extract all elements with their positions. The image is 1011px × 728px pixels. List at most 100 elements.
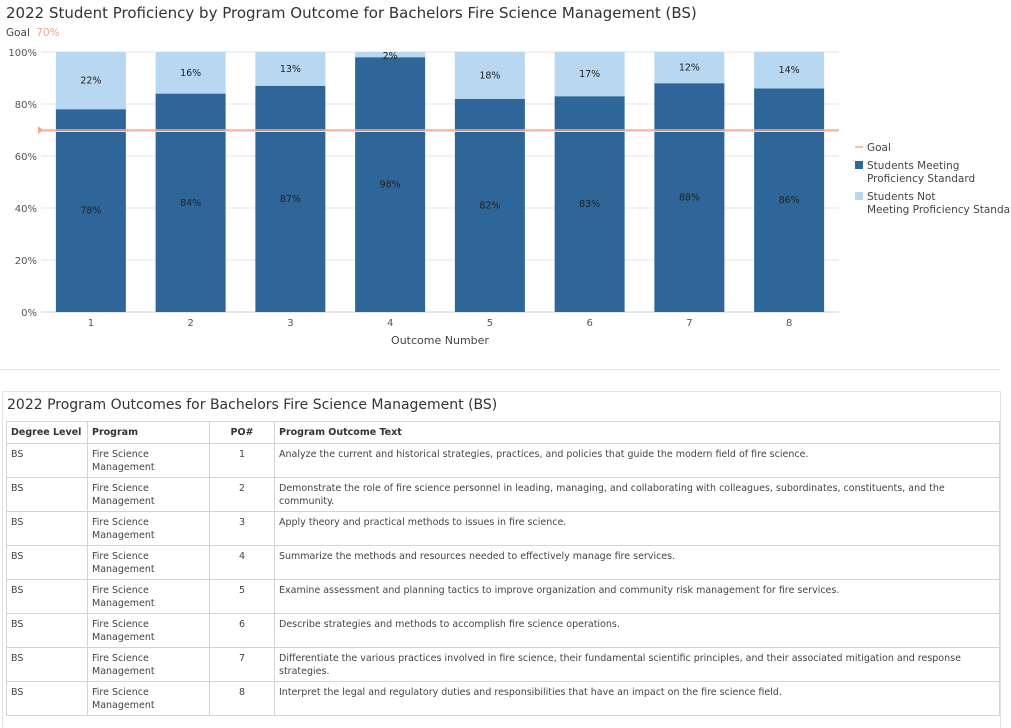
y-tick-label: 80%: [15, 100, 37, 111]
data-label-not-meeting: 22%: [80, 76, 101, 87]
bar-not-meeting: [454, 52, 525, 99]
bar-meeting: [55, 109, 126, 312]
bar-not-meeting: [654, 52, 725, 84]
bar-not-meeting: [355, 52, 426, 58]
cell-degree-level: BS: [6, 443, 88, 478]
table-row: BS Fire Science Management 1 Analyze the cu…: [6, 443, 1000, 478]
cell-program: Fire Science Management: [87, 681, 210, 716]
cell-program: Fire Science Management: [87, 545, 210, 580]
bar-meeting: [554, 96, 625, 312]
header-program[interactable]: Program: [87, 421, 210, 444]
cell-degree-level: BS: [6, 613, 88, 648]
y-tick-label: 0%: [21, 308, 37, 319]
cell-program: Fire Science Management: [87, 579, 210, 614]
outcomes-table-panel: 2022 Program Outcomes for Bachelors Fire…: [2, 391, 1001, 728]
bar-not-meeting: [554, 52, 625, 97]
data-label-meeting: 78%: [80, 206, 101, 217]
table-row: BS Fire Science Management 5 Examine assess…: [6, 579, 1000, 614]
table-row: BS Fire Science Management 8 Interpret the …: [6, 681, 1000, 716]
data-label-meeting: 86%: [779, 195, 800, 206]
cell-outcome-text: Apply theory and practical methods to is…: [274, 511, 1000, 546]
y-tick-label: 20%: [15, 256, 37, 267]
cell-po-number: 2: [209, 477, 275, 512]
cell-po-number: 5: [209, 579, 275, 614]
data-label-not-meeting: 18%: [479, 70, 500, 81]
cell-program: Fire Science Management: [87, 443, 210, 478]
data-label-not-meeting: 16%: [180, 68, 201, 79]
data-label-not-meeting: 17%: [579, 69, 600, 80]
header-po-number[interactable]: PO#: [209, 421, 275, 444]
legend-goal-label: Goal: [867, 142, 891, 154]
bar-meeting: [255, 85, 326, 312]
data-label-meeting: 88%: [679, 193, 700, 204]
cell-program: Fire Science Management: [87, 613, 210, 648]
bar-not-meeting: [155, 52, 226, 94]
section-divider: [0, 369, 1000, 370]
data-label-meeting: 82%: [479, 200, 500, 211]
cell-outcome-text: Differentiate the various practices invo…: [274, 647, 1000, 682]
goal-summary-label: Goal: [6, 27, 30, 39]
cell-program: Fire Science Management: [87, 477, 210, 512]
x-axis-label: Outcome Number: [391, 334, 489, 347]
table-row: BS Fire Science Management 6 Describe strat…: [6, 613, 1000, 648]
cell-outcome-text: Analyze the current and historical strat…: [274, 443, 1000, 478]
cell-outcome-text: Summarize the methods and resources need…: [274, 545, 1000, 580]
chart-title: 2022 Student Proficiency by Program Outc…: [6, 4, 697, 22]
data-label-not-meeting: 2%: [383, 51, 398, 62]
data-label-meeting: 84%: [180, 198, 201, 209]
data-label-meeting: 98%: [380, 180, 401, 191]
x-tick-label: 3: [287, 318, 293, 329]
bar-meeting: [754, 88, 825, 313]
data-label-meeting: 87%: [280, 194, 301, 205]
cell-po-number: 3: [209, 511, 275, 546]
table-row: BS Fire Science Management 3 Apply theory a…: [6, 511, 1000, 546]
legend-meeting-label-line1: Students Meeting: [867, 160, 959, 172]
cell-outcome-text: Interpret the legal and regulatory dutie…: [274, 681, 1000, 716]
cell-program: Fire Science Management: [87, 511, 210, 546]
cell-degree-level: BS: [6, 681, 88, 716]
x-tick-label: 4: [387, 318, 393, 329]
x-tick-label: 5: [487, 318, 493, 329]
data-label-meeting: 83%: [579, 199, 600, 210]
goal-marker-icon: [38, 126, 43, 134]
legend-not-meeting-label-line2: Meeting Proficiency Standard: [867, 204, 1011, 216]
outcomes-table: Degree Level Program PO# Program Outcome…: [6, 421, 1000, 716]
header-outcome-text[interactable]: Program Outcome Text: [274, 421, 1000, 444]
x-tick-label: 6: [586, 318, 592, 329]
cell-po-number: 1: [209, 443, 275, 478]
table-header-row: Degree Level Program PO# Program Outcome…: [6, 421, 1000, 444]
bar-not-meeting: [55, 52, 126, 110]
cell-degree-level: BS: [6, 477, 88, 512]
legend-meeting-label-line2: Proficiency Standard: [867, 173, 975, 185]
bar-meeting: [454, 98, 525, 312]
y-tick-label: 100%: [8, 48, 37, 59]
bar-meeting: [654, 83, 725, 312]
goal-summary: Goal 70%: [6, 27, 60, 39]
table-row: BS Fire Science Management 2 Demonstrate th…: [6, 477, 1000, 512]
cell-po-number: 6: [209, 613, 275, 648]
y-tick-label: 40%: [15, 204, 37, 215]
bar-not-meeting: [754, 52, 825, 89]
x-tick-label: 7: [686, 318, 692, 329]
table-row: BS Fire Science Management 7 Differentiate …: [6, 647, 1000, 682]
cell-degree-level: BS: [6, 545, 88, 580]
cell-outcome-text: Describe strategies and methods to accom…: [274, 613, 1000, 648]
cell-degree-level: BS: [6, 579, 88, 614]
table-row: BS Fire Science Management 4 Summarize the …: [6, 545, 1000, 580]
data-label-not-meeting: 12%: [679, 63, 700, 74]
cell-po-number: 4: [209, 545, 275, 580]
cell-outcome-text: Demonstrate the role of fire science per…: [274, 477, 1000, 512]
cell-degree-level: BS: [6, 647, 88, 682]
y-tick-label: 60%: [15, 152, 37, 163]
x-tick-label: 2: [187, 318, 193, 329]
legend-not-meeting-swatch: [855, 192, 863, 200]
cell-degree-level: BS: [6, 511, 88, 546]
legend-meeting-swatch: [855, 161, 863, 169]
cell-po-number: 8: [209, 681, 275, 716]
table-title: 2022 Program Outcomes for Bachelors Fire…: [7, 397, 498, 413]
bar-meeting: [355, 57, 426, 313]
cell-po-number: 7: [209, 647, 275, 682]
header-degree-level[interactable]: Degree Level: [6, 421, 88, 444]
data-label-not-meeting: 14%: [779, 65, 800, 76]
x-tick-label: 1: [88, 318, 94, 329]
